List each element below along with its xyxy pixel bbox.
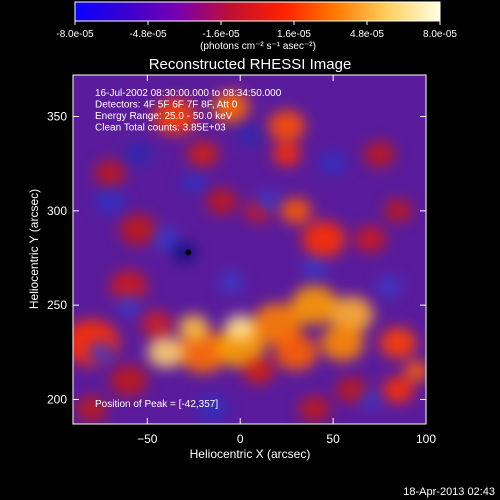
colorbar-tick-label: -1.6e-05 bbox=[202, 29, 240, 40]
peak-label: Position of Peak = [-42,357] bbox=[95, 399, 218, 410]
plot-frame bbox=[72, 74, 427, 425]
heatmap-blob bbox=[382, 377, 414, 404]
heatmap-blob bbox=[299, 395, 331, 422]
heatmap-blob bbox=[119, 214, 157, 246]
heatmap-blob bbox=[212, 91, 250, 123]
colorbar-tick-label: 1.6e-05 bbox=[277, 29, 311, 40]
annotation-block: 16-Jul-2002 08:30:00.000 to 08:34:50.000… bbox=[95, 88, 282, 134]
heatmap-blob bbox=[218, 272, 244, 293]
x-tick-label: 0 bbox=[237, 432, 244, 446]
heatmap-blob bbox=[224, 314, 256, 341]
heatmap-blob bbox=[124, 142, 152, 166]
heatmap-blob bbox=[94, 188, 126, 215]
heatmap-blob bbox=[280, 197, 312, 224]
colorbar-tick-label: -4.8e-05 bbox=[129, 29, 167, 40]
heatmap-blob bbox=[404, 360, 426, 382]
chart-title: Reconstructed RHESSI Image bbox=[149, 56, 352, 73]
heatmap-blob bbox=[141, 311, 173, 338]
x-tick-label: −50 bbox=[137, 432, 158, 446]
heatmap-blob bbox=[73, 319, 120, 367]
y-tick-label: 200 bbox=[47, 392, 67, 406]
heatmap-blob bbox=[302, 220, 346, 258]
heatmap-blob bbox=[110, 270, 148, 302]
heatmap-blob bbox=[302, 257, 327, 278]
heatmap-blob bbox=[354, 226, 386, 253]
heatmap-blob bbox=[153, 98, 197, 135]
annotation-line: Clean Total counts: 3.85E+03 bbox=[95, 123, 226, 134]
colorbar-unit: (photons cm⁻² s⁻¹ asec⁻²) bbox=[200, 41, 316, 52]
x-tick-label: 100 bbox=[416, 432, 436, 446]
heatmap-blob bbox=[206, 188, 238, 215]
heatmap-blob bbox=[187, 141, 219, 168]
x-tick-label: 50 bbox=[326, 432, 340, 446]
y-tick-label: 300 bbox=[47, 204, 67, 218]
heatmap-blob bbox=[320, 324, 365, 362]
y-axis: 200 250 300 350 bbox=[47, 110, 426, 406]
heatmap-blob bbox=[252, 303, 303, 345]
annotation-line: Detectors: 4F 5F 6F 7F 8F, Att 0 bbox=[95, 100, 238, 111]
y-tick-label: 250 bbox=[47, 298, 67, 312]
colorbar: -8.0e-05 -4.8e-05 -1.6e-05 1.6e-05 4.8e-05 8.… bbox=[56, 1, 457, 52]
heatmap-blob bbox=[255, 190, 281, 212]
heatmap-blob bbox=[151, 227, 180, 251]
heatmap-blob bbox=[94, 160, 126, 187]
heatmap-blob bbox=[336, 377, 368, 404]
heatmap-blob bbox=[172, 241, 197, 263]
heatmap-blob bbox=[376, 275, 402, 297]
colorbar-tick-label: 4.8e-05 bbox=[350, 29, 384, 40]
colorbar-tick-label: 8.0e-05 bbox=[423, 29, 457, 40]
heatmap-blob bbox=[291, 285, 338, 325]
colorbar-ticks: -8.0e-05 -4.8e-05 -1.6e-05 1.6e-05 4.8e-05 8.… bbox=[56, 21, 457, 40]
heatmap-blob bbox=[272, 142, 301, 166]
heatmap-blob bbox=[359, 390, 382, 409]
heatmap-blob bbox=[116, 294, 142, 316]
footer-timestamp: 18-Apr-2013 02:43 bbox=[403, 486, 495, 498]
heatmap-blob bbox=[181, 172, 207, 193]
y-tick-label: 350 bbox=[47, 110, 67, 124]
heatmap-blob bbox=[319, 151, 348, 176]
colorbar-tick-label: -8.0e-05 bbox=[56, 29, 94, 40]
y-axis-label: Heliocentric Y (arcsec) bbox=[27, 189, 41, 309]
heatmap-blob bbox=[268, 110, 306, 142]
x-axis-label: Heliocentric X (arcsec) bbox=[190, 447, 311, 461]
colorbar-gradient bbox=[74, 1, 441, 22]
heatmap-blob bbox=[196, 395, 228, 422]
heatmap-blob bbox=[243, 358, 275, 385]
annotation-line: Energy Range: 25.0 - 50.0 keV bbox=[95, 111, 233, 122]
annotation-line: 16-Jul-2002 08:30:00.000 to 08:34:50.000 bbox=[95, 88, 282, 99]
heatmap-blob bbox=[215, 325, 266, 368]
heatmap-blob bbox=[274, 334, 318, 371]
heatmap-blob bbox=[379, 327, 417, 359]
heatmap-blob bbox=[88, 341, 114, 363]
heatmap-blob bbox=[178, 314, 210, 341]
heatmap-blob bbox=[329, 296, 374, 333]
heatmap-blob bbox=[76, 395, 108, 422]
x-axis: −50 0 50 100 bbox=[137, 75, 436, 446]
peak-dot bbox=[185, 249, 192, 256]
heatmap-blob bbox=[364, 141, 396, 168]
heatmap-image bbox=[73, 75, 426, 424]
heatmap-blob bbox=[178, 331, 228, 374]
peak-marker bbox=[185, 249, 192, 256]
heatmap-blob bbox=[384, 199, 413, 223]
heatmap-blob bbox=[237, 124, 262, 146]
heatmap-blob bbox=[147, 336, 185, 368]
heatmap-blob bbox=[110, 365, 148, 397]
